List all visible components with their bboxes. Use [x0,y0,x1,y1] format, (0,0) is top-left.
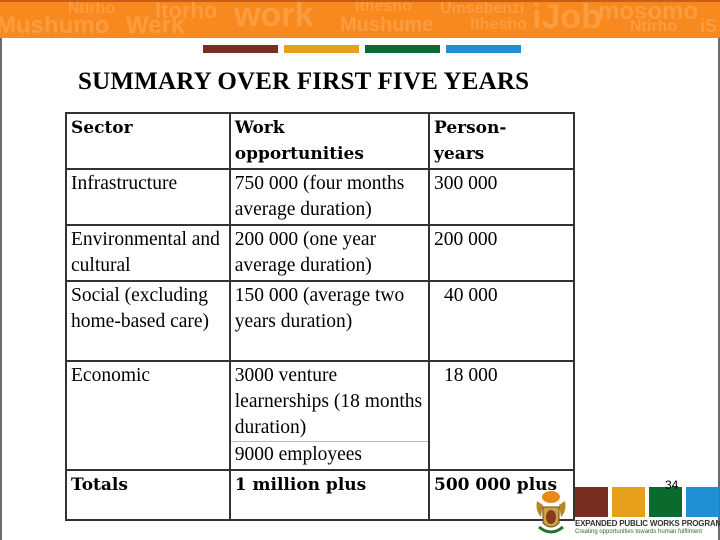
epwp-logo: EXPANDED PUBLIC WORKS PROGRAMME Creating… [533,487,720,540]
banner-word: Ntirho [630,18,678,35]
cell-work-extra: 9000 employees [230,441,428,468]
header-work: Work opportunities [228,112,431,170]
cell-work: 200 000 (one year average duration) [228,224,431,282]
trowel-icon [575,487,608,517]
banner-word: iJob [532,0,602,36]
cell-sector: Infrastructure [65,168,231,226]
cell-sector: Social (excluding home-based care) [65,280,231,362]
color-bars [203,45,521,53]
banner-word: Itorho [155,0,218,23]
header-person-years: Person-years [428,112,575,170]
header-sector: Sector [65,112,231,170]
totals-work: 1 million plus [228,469,431,521]
cell-work: 3000 venture learnerships (18 months dur… [228,360,431,471]
frame-border-left [0,38,2,540]
table-totals-row: Totals 1 million plus 500 000 plus [65,469,575,521]
cell-person-years: 18 000 [428,360,575,471]
totals-label: Totals [65,469,231,521]
logo-tagline: Creating opportunities towards human ful… [575,529,703,535]
header-label: opportunities [234,144,364,164]
table-header-row: Sector Work opportunities Person-years [65,112,575,170]
cell-person-years: 300 000 [428,168,575,226]
header-label: Work [234,118,285,138]
cell-work: 750 000 (four months average duration) [228,168,431,226]
summary-table: Sector Work opportunities Person-years In… [65,112,575,521]
table-row: Environmental and cultural 200 000 (one … [65,224,575,282]
table-row: Infrastructure 750 000 (four months aver… [65,168,575,226]
banner-word: Umsebenzi [440,0,525,17]
color-bar-green [365,45,440,53]
coat-of-arms-icon [536,491,566,534]
cell-sector: Environmental and cultural [65,224,231,282]
sunflower-icon [612,487,645,517]
banner-word: Ntirho [68,0,116,17]
banner-word: work [234,0,314,34]
slide-title: SUMMARY OVER FIRST FIVE YEARS [78,68,530,95]
logo-tiles [575,487,719,517]
tree-icon [649,487,682,517]
cell-person-years: 40 000 [428,280,575,362]
header-banner: Mushumo Ntirho Werk Itorho work Mushume … [0,0,720,38]
banner-word: Mushumo [0,12,110,38]
header-label: Person- [434,118,507,138]
color-bar-gold [284,45,359,53]
banner-word: mosomo [598,0,699,25]
color-bar-blue [446,45,521,53]
cell-person-years: 200 000 [428,224,575,282]
logo-name: EXPANDED PUBLIC WORKS PROGRAMME [575,519,720,528]
table-row: Social (excluding home-based care) 150 0… [65,280,575,362]
banner-word: Ithesho [470,16,527,33]
header-label: years [434,144,485,164]
header-label: Sector [71,118,133,138]
frame-border-right [718,38,720,540]
color-bar-brown [203,45,278,53]
banner-word: Werk [126,12,185,38]
cell-work-main: 3000 venture learnerships (18 months dur… [234,365,423,438]
banner-word: Ithesho [355,0,412,15]
page-number: 34 [665,478,679,492]
family-icon [686,487,719,517]
cell-work: 150 000 (average two years duration) [228,280,431,362]
banner-word: Mushume [340,14,434,36]
banner-word: iS [700,16,718,36]
table-row: Economic 3000 venture learnerships (18 m… [65,360,575,471]
cell-sector: Economic [65,360,231,471]
